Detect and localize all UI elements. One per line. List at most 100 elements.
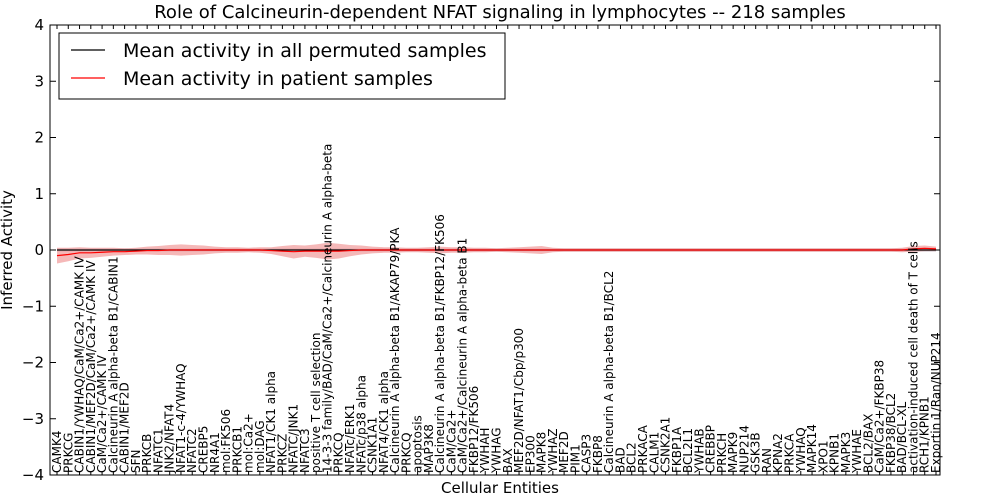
- x-tick-label: PRKCB1: [230, 426, 244, 473]
- x-tick-label: YWHAG: [490, 427, 504, 474]
- x-tick-label: BCL2/BAX: [861, 414, 875, 473]
- x-tick-label: YWHAB: [692, 428, 706, 474]
- x-tick-label: MAPK14: [805, 424, 819, 473]
- x-tick-label: CABIN1/MEF2D/CaM/Ca2+/CAMK IV: [84, 259, 98, 473]
- x-tick-label: CREBBP: [704, 425, 718, 473]
- x-tick-label: NUP214: [737, 425, 751, 473]
- x-tick-label: NR4A1: [208, 432, 222, 473]
- x-tick-label: JNK2/NFAT4: [163, 404, 177, 474]
- x-tick-label: CaM/Ca2+/FKBP38: [873, 360, 887, 473]
- legend-label-patient: Mean activity in patient samples: [123, 68, 433, 90]
- y-tick-label: −2: [22, 354, 44, 372]
- x-tick-label: CaM/Ca2+/CAMK IV: [95, 354, 109, 473]
- x-tick-label: PRKCQ: [332, 432, 346, 473]
- y-tick-label: 2: [34, 129, 44, 147]
- x-tick-label: MAPK8: [535, 432, 549, 473]
- x-tick-label: CABIN1/MEF2D: [118, 382, 132, 473]
- x-tick-label: RAN: [760, 448, 774, 473]
- x-tick-label: BAD: [613, 447, 627, 473]
- x-tick-label: CALM1: [647, 432, 661, 473]
- x-tick-label: PRKCA: [783, 433, 797, 473]
- legend: Mean activity in all permuted samples Me…: [58, 32, 506, 100]
- series-line-patient: [56, 247, 937, 257]
- x-tick-label: KPNA2: [771, 433, 785, 473]
- x-tick-label: YWHAZ: [546, 428, 560, 474]
- x-tick-label: NFATC3: [298, 428, 312, 473]
- x-tick-label: Calcineurin A alpha-beta B1/FKBP12/FK506: [433, 214, 447, 473]
- x-tick-label: PRKCH: [715, 433, 729, 473]
- x-tick-label: mol:FK506: [219, 409, 233, 473]
- x-tick-label: YWHAQ: [794, 427, 808, 474]
- x-tick-label: NFATC1: [151, 428, 165, 473]
- x-tick-label: FKBP38/BCL2: [884, 393, 898, 473]
- x-tick-label: RCH1/KPNB1: [918, 396, 932, 473]
- x-tick-label: XPO1: [816, 440, 830, 473]
- x-tick-label: NFATC/JNK1: [287, 404, 301, 473]
- x-tick-label: 14-3-3 family/BAD/CaM/Ca2+/Calcineurin A…: [320, 144, 334, 473]
- x-tick-label: Calcineurin A alpha-beta B1/BCL2: [602, 271, 616, 473]
- x-tick-label: FKBP1A: [670, 426, 684, 473]
- x-tick-label: EP300: [523, 435, 537, 473]
- x-tick-label: mol:Ca2+: [242, 413, 256, 473]
- x-tick-label: GSK3B: [749, 432, 763, 473]
- x-tick-label: BAD/BCL-XL: [895, 401, 909, 473]
- legend-box: [58, 32, 506, 100]
- x-tick-label: Exportin 1/Ran/NUP214: [929, 332, 943, 473]
- x-tick-label: NFAT1/CK1 alpha: [264, 371, 278, 473]
- x-tick-label: PRKCB: [140, 434, 154, 473]
- x-tick-label: CaM/Ca2+/Calcineurin A alpha-beta B1: [456, 238, 470, 473]
- x-tick-label: activation-induced cell death of T cells: [906, 241, 920, 473]
- x-tick-label: CREBP5: [197, 426, 211, 473]
- x-tick-label: CaM/Ca2+: [444, 409, 458, 473]
- y-axis-title: Inferred Activity: [0, 190, 16, 310]
- x-tick-label: CSNK2A1: [659, 417, 673, 473]
- legend-label-permuted: Mean activity in all permuted samples: [123, 40, 486, 62]
- x-tick-label: MEF2D/NFAT1/Cbp/p300: [512, 328, 526, 473]
- x-tick-label: FKBP8: [591, 435, 605, 473]
- x-tick-label: apoptosis: [411, 415, 425, 473]
- y-tick-label: 0: [34, 241, 44, 259]
- x-tick-label: KPNB1: [828, 433, 842, 473]
- lines-layer: [56, 247, 937, 257]
- y-tick-label: −4: [22, 466, 44, 484]
- x-tick-label: positive T cell selection: [309, 333, 323, 473]
- x-tick-label: CSNK1A1: [366, 417, 380, 473]
- x-tick-label: YWHAE: [850, 429, 864, 474]
- y-tick-label: −3: [22, 410, 44, 428]
- chart-title: Role of Calcineurin-dependent NFAT signa…: [154, 2, 846, 23]
- x-tick-label: FKBP12/FK506: [467, 386, 481, 473]
- x-tick-label: mol:DAG: [253, 420, 267, 473]
- x-tick-label: MAPK3: [839, 432, 853, 473]
- x-tick-label: BAX: [501, 448, 515, 473]
- y-tick-label: 1: [34, 185, 44, 203]
- x-tick-label: NFAT1-c-4/YWHAQ: [174, 363, 188, 473]
- x-tick-label: MAP3K8: [422, 424, 436, 473]
- y-tick-label: 4: [34, 16, 44, 34]
- x-tick-label: PRKACA: [636, 424, 650, 473]
- x-tick-label: MEF2D: [557, 431, 571, 473]
- x-tick-label: SFN: [129, 450, 143, 474]
- x-tick-label: PRKCQ: [399, 432, 413, 473]
- band-patient: [57, 242, 936, 264]
- x-tick-label: Calcineurin A alpha-beta B1/CABIN1: [106, 256, 120, 473]
- y-tick-label: 3: [34, 72, 44, 90]
- bands-layer: [57, 242, 936, 264]
- x-tick-label: YWHAH: [478, 428, 492, 474]
- y-tick-label: −1: [22, 297, 44, 315]
- x-tick-label: NFATc/p38 alpha: [354, 375, 368, 473]
- x-tick-label: BCL2L1: [681, 428, 695, 473]
- x-tick-label: PIM1: [568, 444, 582, 473]
- x-axis-title: Cellular Entities: [441, 479, 559, 497]
- x-tick-label: BCL2: [625, 442, 639, 473]
- x-tick-label: CABIN1/YWHAQ/CaM/Ca2+/CAMK IV: [73, 256, 87, 473]
- x-tick-label: NFATC2: [185, 428, 199, 473]
- x-tick-label: PRKCG: [61, 433, 75, 473]
- x-tick-label: CASP3: [580, 434, 594, 473]
- x-tick-label: CAMK4: [50, 431, 64, 473]
- x-tick-label: MAPK9: [726, 432, 740, 473]
- x-tick-label: NFAT4/CK1 alpha: [377, 371, 391, 473]
- x-tick-label: PRKCZ: [275, 434, 289, 473]
- y-axis: −4 −3 −2 −1 0 1 2 3 4: [22, 16, 940, 484]
